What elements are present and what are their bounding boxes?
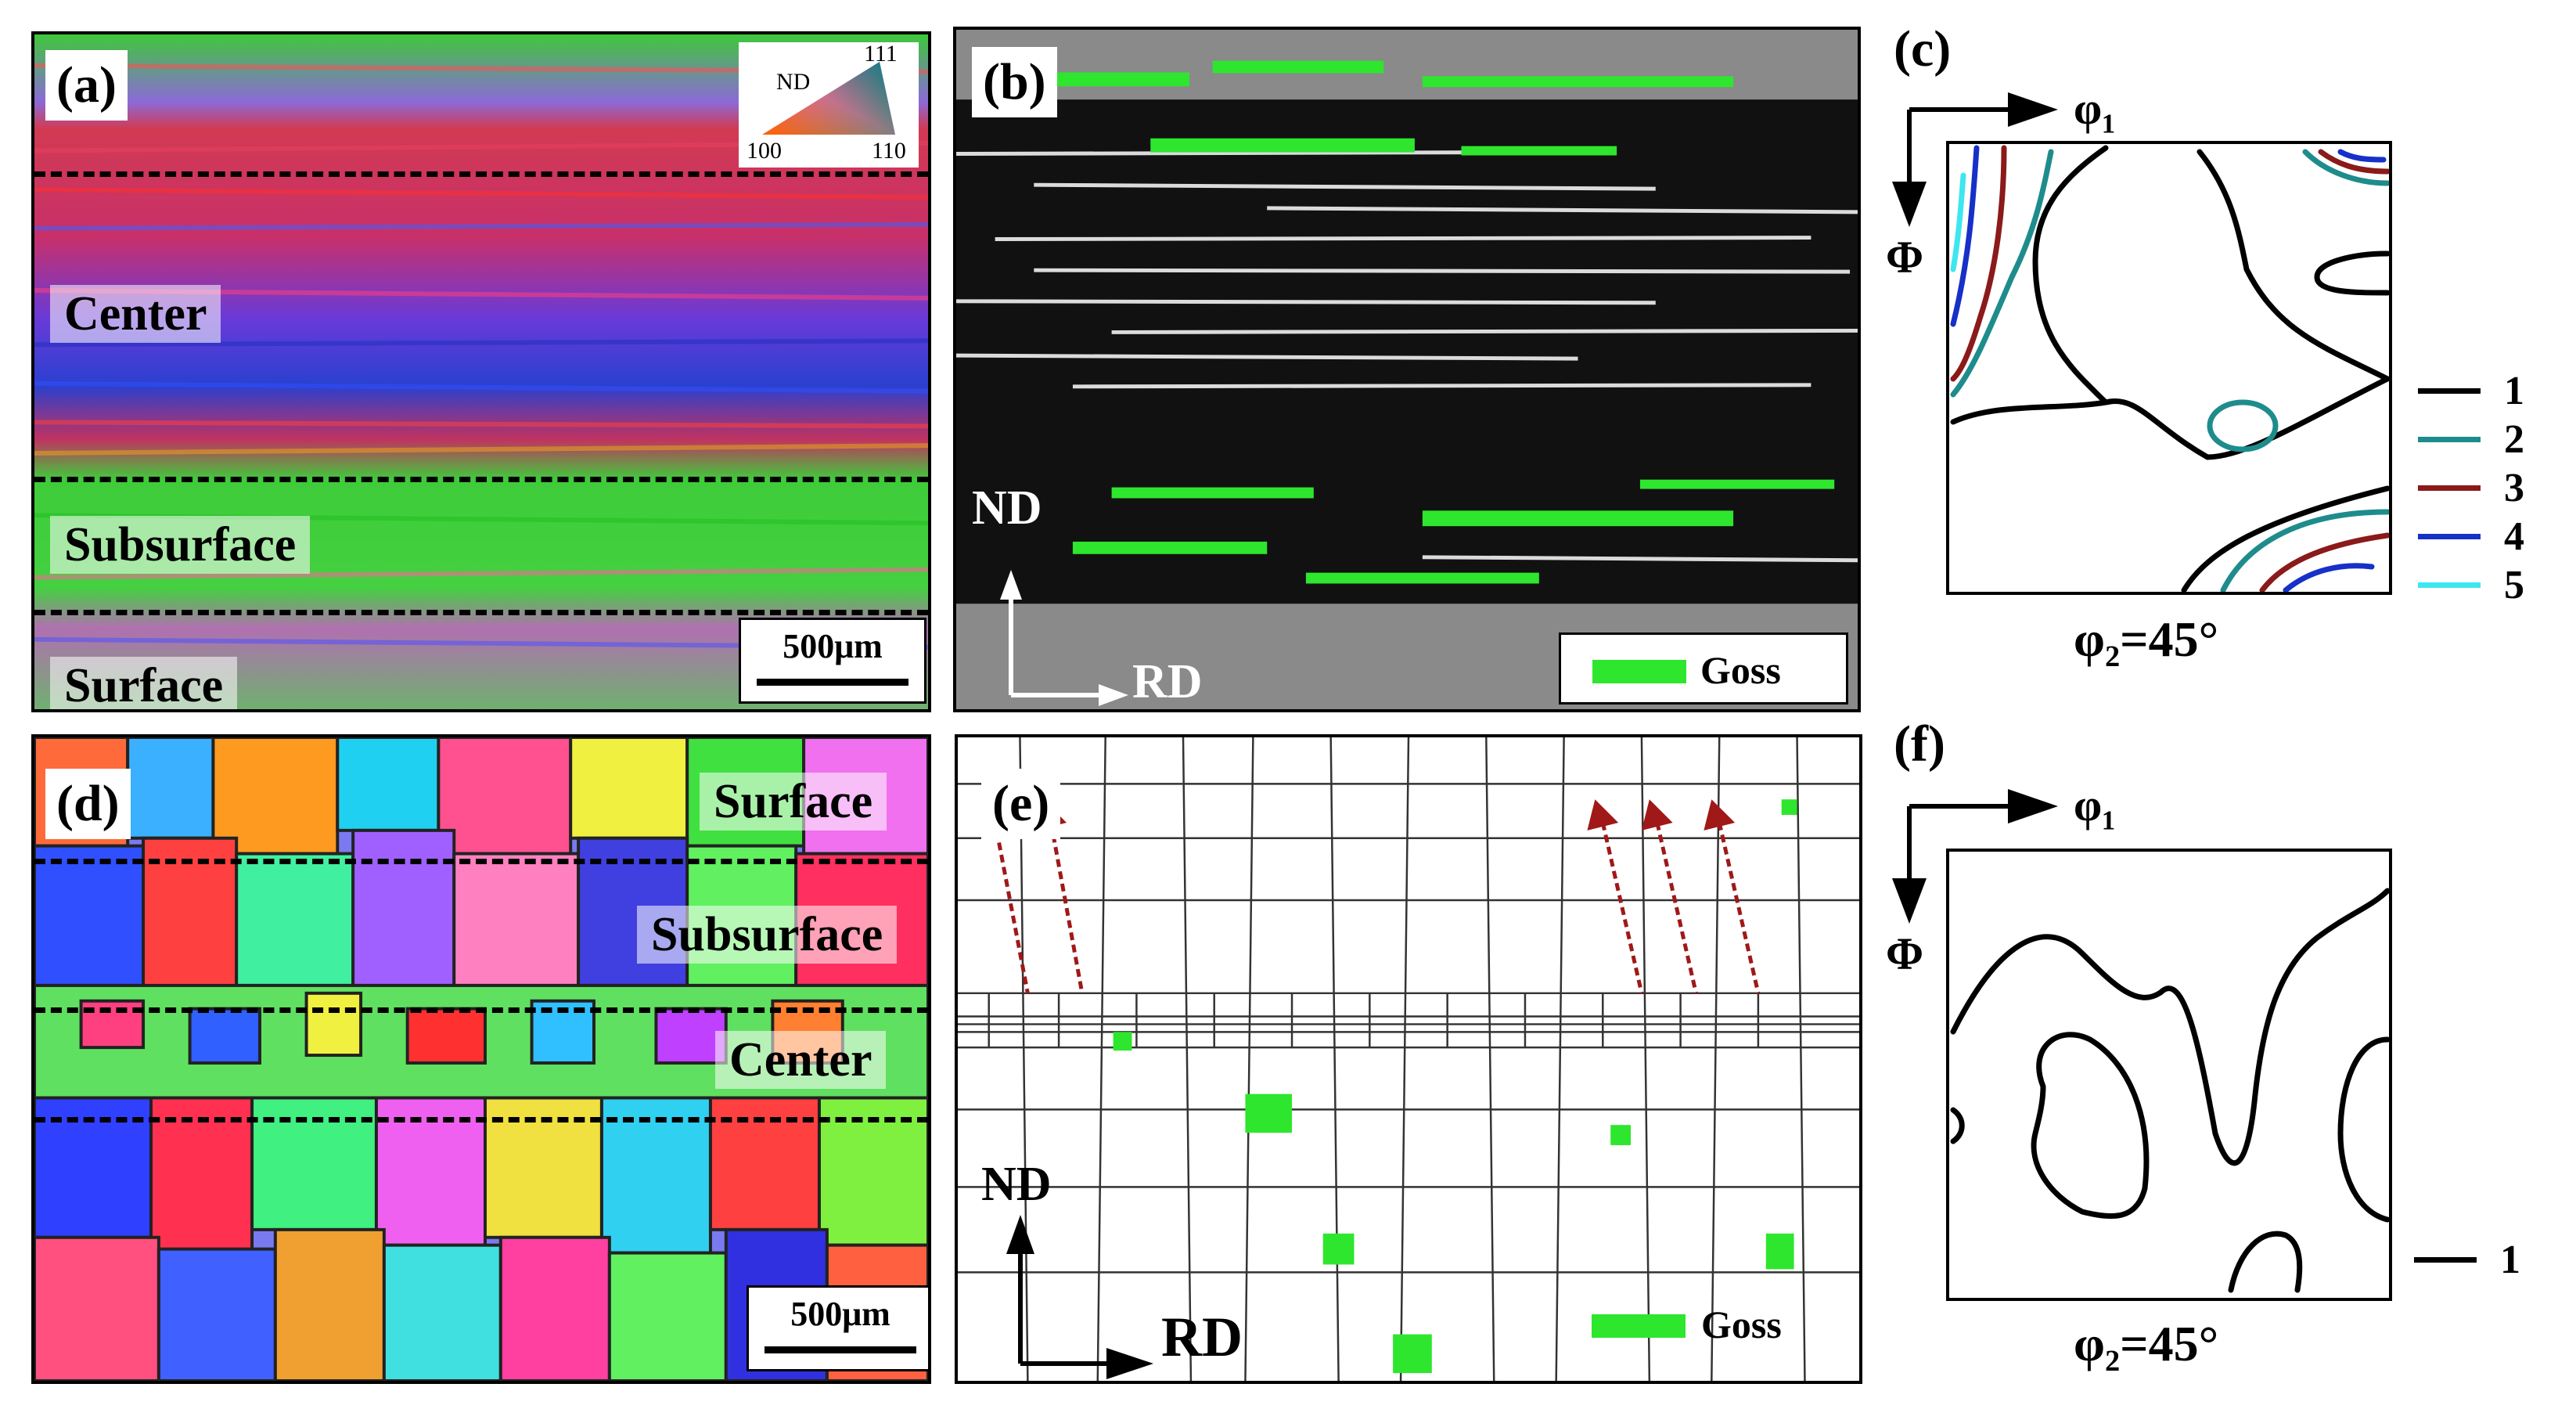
region-label-surface: Surface [50,657,238,709]
phi1-phi-axis-icon [1892,789,2058,924]
legend-line [2414,1257,2477,1263]
panel-a-label: (a) [45,50,128,121]
legend-item: 5 [2418,562,2567,609]
legend-item: 1 [2418,368,2567,415]
ipf-color-key: ND 111 100 110 [739,41,919,168]
phi2-section-label: φ₂=45° [2074,611,2219,667]
ipf-key-100: 100 [747,138,782,164]
scale-bar: 500μm [739,618,926,704]
axis-label-phi: Φ [1886,928,1924,979]
legend-item: 2 [2418,416,2567,463]
boundary-line [34,610,928,615]
goss-legend-label: Goss [1700,648,1781,692]
legend-item-label: 2 [2504,417,2524,462]
goss-color-swatch [1592,1314,1686,1338]
region-label-surface: Surface [700,773,887,831]
region-label-center: Center [715,1031,887,1089]
legend-item: 4 [2418,514,2567,560]
boundary-line [34,859,928,864]
odf-contour-plot [1950,888,2391,1293]
legend-item-label: 4 [2504,514,2524,559]
axis-label-phi: Φ [1886,232,1924,283]
axis-label-rd: RD [1161,1306,1243,1368]
odf-section-c [1946,141,2394,595]
legend-item: 3 [2418,465,2567,512]
region-label-center: Center [50,285,221,343]
panel-d-ipf-map: (d) Surface Subsurface Center 500μm [31,734,931,1384]
axis-label-nd: ND [981,1158,1052,1211]
panel-c-label: (c) [1894,20,1952,77]
axis-label-phi1: φ₁ [2074,83,2116,134]
goss-legend-label: Goss [1701,1303,1782,1346]
legend-item-label: 5 [2504,563,2524,607]
legend-item-label: 1 [2500,1238,2520,1282]
axis-label-phi1: φ₁ [2074,780,2116,831]
legend-item-label: 1 [2504,369,2524,413]
scale-bar-line [765,1346,916,1353]
phi2-section-label: φ₂=45° [2074,1316,2219,1371]
legend-line [2418,437,2481,442]
ipf-key-111: 111 [864,41,898,67]
phi1-phi-axis-icon [1892,92,2058,227]
boundary-line [34,477,928,482]
odf-contour-plot [1950,145,2394,593]
axis-label-nd: ND [972,481,1042,535]
panel-e-label: (e) [981,769,1061,839]
goss-legend: Goss [1592,1289,1850,1361]
contour-legend-f: 1 [2414,1237,2563,1292]
scale-bar-label: 500μm [790,1295,890,1333]
contour-legend-c: 1 2 3 4 5 [2418,368,2567,626]
panel-e-goss-map: (e) ND RD Goss [955,734,1862,1384]
region-label-subsurface: Subsurface [637,906,898,964]
scale-bar-label: 500μm [783,627,883,665]
legend-line [2418,388,2481,394]
axis-label-rd: RD [1132,655,1203,708]
odf-section-f [1946,849,2392,1301]
legend-item: 1 [2414,1237,2563,1284]
legend-line [2418,534,2481,539]
ipf-key-110: 110 [872,138,906,164]
legend-line [2418,485,2481,491]
panel-d-label: (d) [45,769,131,839]
ipf-key-nd: ND [776,69,811,95]
nd-rd-axis-icon [1000,570,1128,706]
panel-f-label: (f) [1894,715,1945,773]
legend-item-label: 3 [2504,466,2524,510]
boundary-line [34,1117,928,1123]
scale-bar-line [757,679,908,686]
grain-boundary-image [958,737,1859,1381]
legend-line [2418,582,2481,588]
panel-b-label: (b) [972,47,1057,117]
boundary-line [34,171,928,177]
panel-a-ipf-map: (a) Center Subsurface Surface ND 111 100 [31,31,931,712]
scale-bar: 500μm [747,1285,928,1371]
boundary-line [34,1007,928,1013]
goss-legend: Goss [1559,632,1848,704]
region-label-subsurface: Subsurface [50,516,311,574]
nd-rd-axis-icon [1006,1215,1153,1379]
goss-color-swatch [1592,660,1686,683]
panel-b-goss-map: (b) ND RD Goss [953,27,1861,712]
ipf-triangle-icon [762,62,895,135]
